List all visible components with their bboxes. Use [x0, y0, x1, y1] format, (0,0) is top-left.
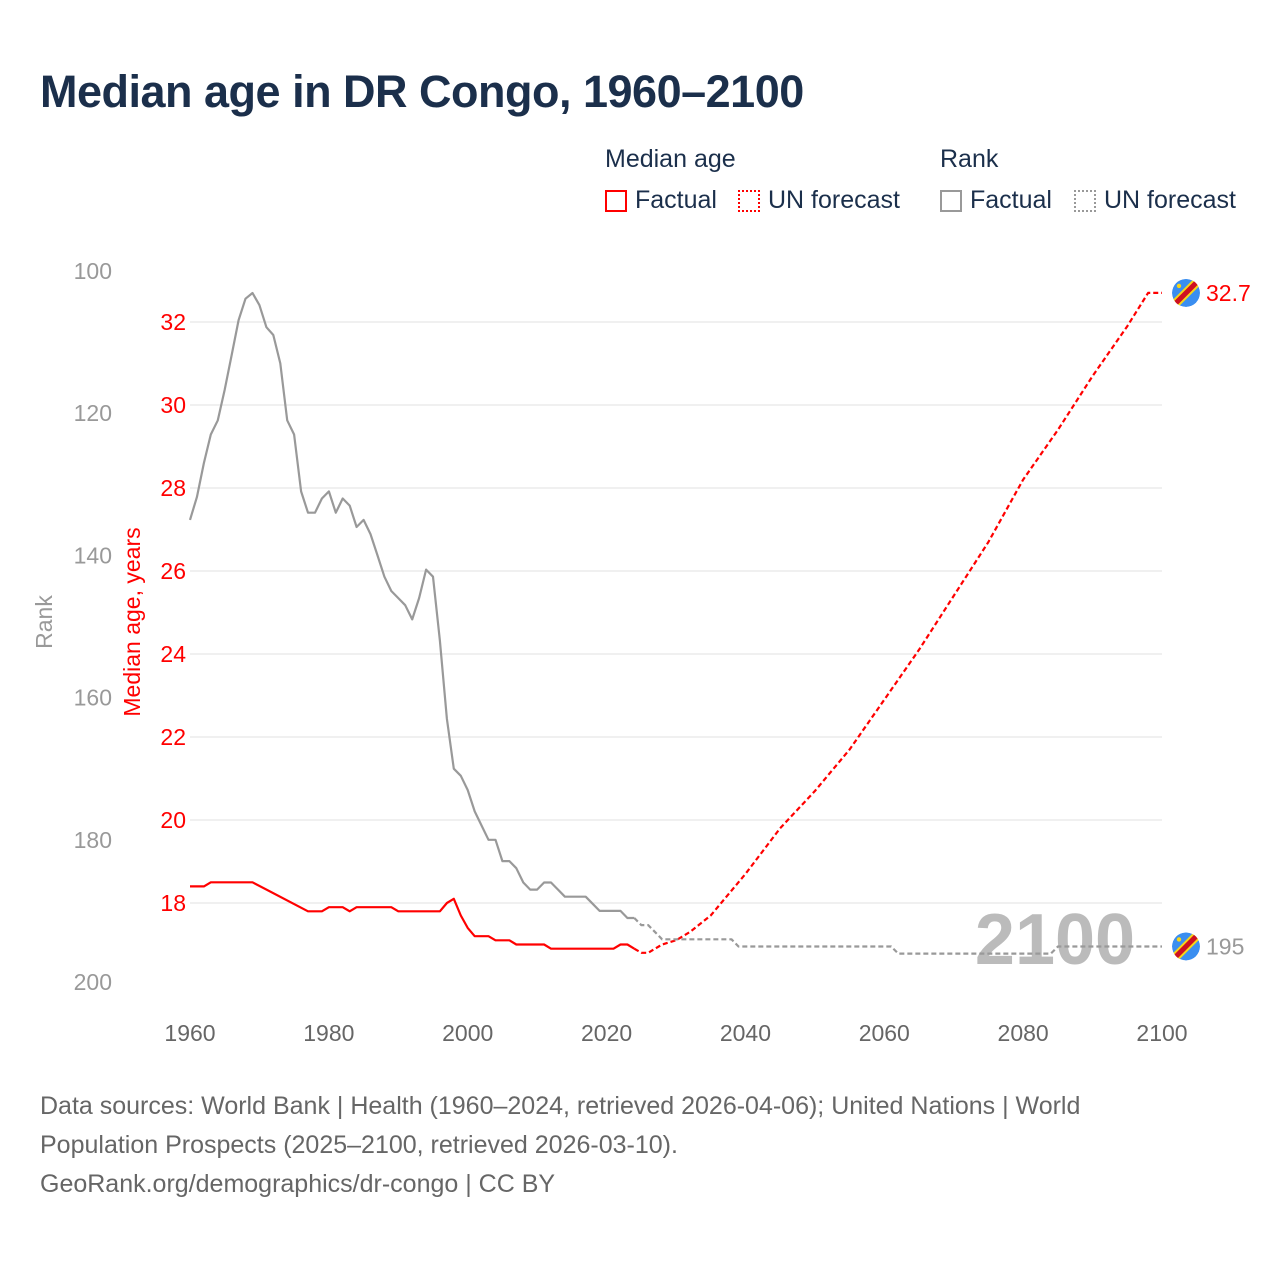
page-title: Median age in DR Congo, 1960–2100: [40, 66, 804, 117]
rank-tick-label: 160: [74, 685, 112, 711]
legend-rank-forecast[interactable]: UN forecast: [1074, 186, 1236, 215]
legend-heading-median: Median age: [605, 145, 736, 173]
legend-median-forecast[interactable]: UN forecast: [738, 186, 900, 215]
median-tick-label: 30: [160, 392, 186, 418]
source-line: Population Prospects (2025–2100, retriev…: [40, 1131, 678, 1159]
drc-flag-icon: [1172, 278, 1200, 307]
rank-tick-label: 120: [74, 400, 112, 426]
credit-link[interactable]: GeoRank.org/demographics/dr-congo | CC B…: [40, 1170, 556, 1198]
median-tick-label: 26: [160, 558, 186, 584]
drc-flag-icon: [1172, 932, 1200, 961]
legend-label: Factual: [635, 186, 717, 214]
x-tick-label: 2020: [581, 1020, 632, 1046]
dotted-swatch-icon: [1074, 189, 1096, 212]
legend-median-factual[interactable]: Factual: [605, 186, 717, 215]
rank-tick-label: 180: [74, 827, 112, 853]
watermark-year: 2100: [975, 900, 1135, 980]
median-line: [190, 881, 635, 950]
rank-line: [188, 291, 635, 920]
rank-tick-label: 100: [74, 258, 112, 284]
rank-end-label: 195: [1206, 933, 1244, 959]
median-end-label: 32.7: [1206, 280, 1251, 306]
x-tick-label: 1960: [164, 1020, 215, 1046]
x-tick-label: 1980: [303, 1020, 354, 1046]
median-tick-label: 32: [160, 309, 186, 335]
rank-axis-label: Rank: [31, 595, 57, 649]
median-tick-label: 20: [160, 807, 186, 833]
dotted-swatch-icon: [738, 189, 760, 212]
median-tick-label: 24: [160, 641, 186, 667]
rank-line: [633, 917, 1162, 955]
median-tick-label: 18: [160, 890, 186, 916]
x-tick-label: 2000: [442, 1020, 493, 1046]
footer: Data sources: World Bank | Health (1960–…: [40, 1087, 1080, 1204]
legend-rank-factual[interactable]: Factual: [940, 186, 1052, 215]
median-axis-label: Median age, years: [119, 527, 145, 716]
source-line: Data sources: World Bank | Health (1960–…: [40, 1092, 1081, 1120]
solid-swatch-icon: [605, 189, 627, 212]
median-tick-label: 22: [160, 724, 186, 750]
median-tick-label: 28: [160, 475, 186, 501]
legend-label: UN forecast: [768, 186, 900, 214]
legend-heading-rank: Rank: [940, 145, 999, 173]
rank-tick-label: 200: [74, 969, 112, 995]
x-tick-label: 2100: [1136, 1020, 1187, 1046]
x-tick-label: 2040: [720, 1020, 771, 1046]
x-tick-label: 2060: [859, 1020, 910, 1046]
x-tick-label: 2080: [998, 1020, 1049, 1046]
median-line: [633, 291, 1162, 954]
solid-swatch-icon: [940, 189, 962, 212]
legend-label: UN forecast: [1104, 186, 1236, 214]
rank-tick-label: 140: [74, 542, 112, 568]
legend-label: Factual: [970, 186, 1052, 214]
